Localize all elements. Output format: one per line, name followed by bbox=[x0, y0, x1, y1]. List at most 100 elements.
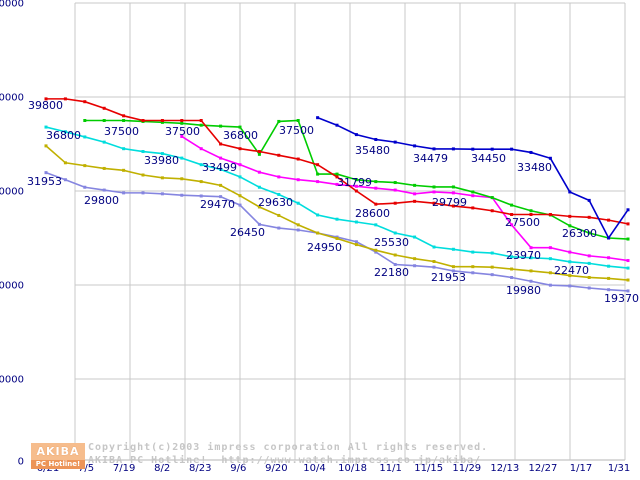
olive-series-marker bbox=[354, 243, 358, 247]
cyan-series-marker bbox=[354, 220, 358, 224]
cyan-series-marker bbox=[393, 231, 397, 235]
red-series-marker bbox=[83, 100, 87, 104]
cyan-series-marker bbox=[160, 152, 164, 156]
olive-series-marker bbox=[626, 278, 630, 282]
red-series-marker bbox=[510, 213, 514, 216]
green-series-marker bbox=[529, 209, 533, 213]
magenta-series-marker bbox=[374, 186, 378, 190]
y-axis-label: 0 bbox=[18, 457, 24, 468]
akiba-logo-wordmark: AKIBA bbox=[31, 443, 85, 460]
periwinkle-series-marker bbox=[607, 288, 611, 292]
cyan-series-marker bbox=[316, 213, 320, 217]
green-series-marker bbox=[413, 183, 417, 187]
olive-series-marker bbox=[413, 257, 417, 261]
data-point-label: 29470 bbox=[200, 198, 235, 211]
olive-series-marker bbox=[529, 269, 533, 273]
magenta-series-marker bbox=[277, 175, 281, 179]
periwinkle-series-marker bbox=[354, 240, 358, 244]
data-point-label: 31799 bbox=[337, 176, 372, 189]
data-point-label: 39800 bbox=[28, 99, 63, 112]
periwinkle-series-marker bbox=[296, 228, 300, 232]
akiba-logo: AKIBA PC Hotline! bbox=[31, 443, 85, 469]
blue-series-marker bbox=[490, 147, 494, 151]
cyan-series-marker bbox=[471, 250, 475, 254]
cyan-series-marker bbox=[296, 201, 300, 205]
blue-series-marker bbox=[451, 147, 455, 151]
green-series-marker bbox=[277, 119, 281, 123]
blue-series-marker bbox=[529, 150, 533, 154]
blue-series-marker bbox=[316, 116, 320, 120]
green-series-marker bbox=[219, 124, 223, 128]
green-series-marker bbox=[296, 119, 300, 122]
olive-series-marker bbox=[432, 260, 436, 263]
green-series-marker bbox=[451, 185, 455, 189]
green-series-marker bbox=[587, 231, 591, 235]
y-axis-label: 10000 bbox=[0, 375, 24, 386]
x-axis-label: 12/13 bbox=[490, 463, 519, 474]
olive-series-marker bbox=[510, 267, 514, 271]
data-point-label: 27500 bbox=[505, 216, 540, 229]
cyan-series-marker bbox=[374, 223, 378, 227]
periwinkle-series-marker bbox=[199, 194, 203, 198]
periwinkle-series-marker bbox=[568, 284, 572, 288]
green-series-marker bbox=[238, 125, 242, 129]
data-point-label: 29800 bbox=[84, 194, 119, 207]
x-axis-label: 1/31 bbox=[608, 463, 630, 474]
x-axis-label: 7/19 bbox=[113, 463, 135, 474]
cyan-series-marker bbox=[510, 255, 514, 259]
olive-series-marker bbox=[548, 271, 552, 275]
blue-series-marker bbox=[393, 140, 397, 144]
periwinkle-series-marker bbox=[277, 226, 281, 230]
olive-series-marker bbox=[160, 176, 164, 180]
periwinkle-series-marker bbox=[238, 203, 242, 207]
cyan-series-marker bbox=[102, 140, 106, 144]
magenta-series-marker bbox=[219, 156, 223, 160]
periwinkle-series-marker bbox=[160, 192, 164, 196]
data-point-label: 24950 bbox=[307, 241, 342, 254]
olive-series-marker bbox=[451, 265, 455, 269]
magenta-series-marker bbox=[529, 246, 533, 250]
data-point-label: 23970 bbox=[506, 249, 541, 262]
data-point-label: 33480 bbox=[517, 161, 552, 174]
periwinkle-series-marker bbox=[413, 264, 417, 268]
y-axis-label: 30000 bbox=[0, 187, 24, 198]
red-series-marker bbox=[607, 218, 611, 222]
green-series-marker bbox=[316, 172, 320, 176]
green-series-marker bbox=[199, 123, 203, 127]
cyan-series-marker bbox=[432, 245, 436, 249]
cyan-series-marker bbox=[238, 175, 242, 179]
cyan-series-marker bbox=[413, 235, 417, 239]
olive-series-marker bbox=[568, 274, 572, 278]
magenta-series-marker bbox=[548, 246, 552, 250]
red-series-marker bbox=[180, 119, 184, 122]
magenta-series-marker bbox=[199, 147, 203, 151]
cyan-series-marker bbox=[277, 192, 281, 196]
periwinkle-series-marker bbox=[63, 178, 67, 182]
x-axis-label: 10/18 bbox=[338, 463, 367, 474]
red-series-marker bbox=[44, 97, 48, 101]
data-point-label: 22180 bbox=[374, 266, 409, 279]
periwinkle-series-marker bbox=[219, 195, 223, 199]
olive-series-marker bbox=[63, 161, 67, 165]
red-series-marker bbox=[160, 119, 164, 122]
green-series-marker bbox=[393, 181, 397, 185]
data-point-label: 21953 bbox=[431, 271, 466, 284]
red-series-marker bbox=[587, 215, 591, 219]
periwinkle-series-marker bbox=[102, 188, 106, 192]
cyan-series-marker bbox=[490, 251, 494, 255]
magenta-series-marker bbox=[316, 180, 320, 184]
data-point-label: 26450 bbox=[230, 226, 265, 239]
green-series-marker bbox=[568, 224, 572, 228]
olive-series-marker bbox=[335, 236, 339, 240]
periwinkle-series-marker bbox=[374, 250, 378, 254]
cyan-series-marker bbox=[83, 135, 87, 139]
green-series-marker bbox=[257, 152, 261, 156]
periwinkle-series-line bbox=[45, 171, 629, 292]
green-series-marker bbox=[432, 185, 436, 189]
green-series-marker bbox=[102, 119, 106, 122]
magenta-series-marker bbox=[296, 178, 300, 182]
data-point-label: 26300 bbox=[562, 227, 597, 240]
data-point-label: 37500 bbox=[104, 125, 139, 138]
magenta-series-marker bbox=[626, 259, 630, 263]
